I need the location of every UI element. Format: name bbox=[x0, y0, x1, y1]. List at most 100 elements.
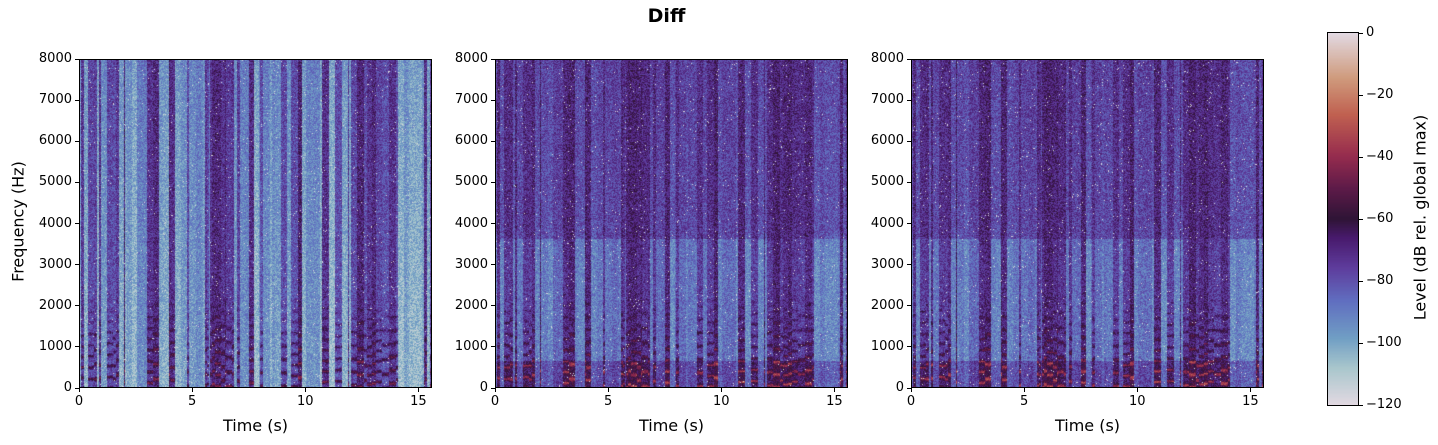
y-tick-label: 3000 bbox=[38, 256, 72, 272]
y-tick-label: 1000 bbox=[38, 338, 72, 354]
y-tick-label: 5000 bbox=[38, 174, 72, 190]
y-tick-label: 0 bbox=[479, 380, 488, 395]
x-tick-label: 15 bbox=[410, 394, 427, 409]
y-tick bbox=[907, 140, 911, 142]
y-tick bbox=[75, 223, 79, 224]
x-tick bbox=[910, 388, 912, 392]
y-tick-label: 2000 bbox=[454, 297, 488, 313]
x-tick bbox=[1023, 388, 1025, 392]
x-axis-label: Time (s) bbox=[1054, 416, 1121, 435]
colorbar bbox=[1328, 33, 1358, 405]
colorbar-tick-label: −40 bbox=[1366, 149, 1394, 164]
colorbar-tick-label: 0 bbox=[1366, 25, 1375, 40]
x-tick-label: 5 bbox=[188, 394, 197, 409]
y-tick-label: 8000 bbox=[38, 51, 72, 66]
x-tick bbox=[191, 388, 193, 392]
y-tick bbox=[75, 264, 79, 266]
y-tick bbox=[907, 99, 911, 101]
y-tick bbox=[907, 181, 911, 183]
x-tick-label: 15 bbox=[1242, 394, 1259, 409]
x-tick-label: 15 bbox=[826, 394, 843, 409]
x-tick bbox=[417, 388, 419, 392]
y-tick-label: 3000 bbox=[870, 256, 904, 272]
x-tick-label: 10 bbox=[713, 394, 730, 409]
x-tick bbox=[1136, 388, 1138, 392]
x-tick-label: 0 bbox=[490, 394, 500, 409]
y-tick bbox=[491, 58, 495, 60]
y-tick bbox=[75, 305, 79, 307]
colorbar-tick bbox=[1359, 404, 1363, 406]
y-tick bbox=[907, 305, 911, 307]
y-tick bbox=[907, 346, 911, 348]
spectrogram-image bbox=[911, 59, 1264, 388]
colorbar-label: Level (dB rel. global max) bbox=[1410, 114, 1430, 321]
colorbar-frame bbox=[1327, 32, 1359, 406]
y-tick-label: 6000 bbox=[870, 133, 904, 149]
x-tick-label: 0 bbox=[906, 394, 916, 409]
y-tick bbox=[491, 181, 495, 183]
x-tick-label: 10 bbox=[1129, 394, 1146, 409]
y-tick bbox=[491, 140, 495, 142]
y-tick bbox=[907, 223, 911, 224]
y-tick bbox=[75, 387, 79, 389]
x-tick-label: 0 bbox=[74, 394, 84, 409]
spectrogram-image bbox=[79, 59, 432, 388]
x-tick bbox=[607, 388, 609, 392]
x-tick-label: 5 bbox=[604, 394, 613, 409]
y-tick-label: 7000 bbox=[454, 92, 488, 108]
y-tick-label: 1000 bbox=[870, 338, 904, 354]
y-tick-label: 7000 bbox=[870, 92, 904, 108]
y-tick bbox=[907, 264, 911, 266]
y-axis-label: Frequency (Hz) bbox=[8, 161, 28, 282]
y-tick-label: 8000 bbox=[454, 51, 488, 66]
x-tick bbox=[78, 388, 80, 392]
x-tick bbox=[833, 388, 835, 392]
y-tick bbox=[491, 346, 495, 348]
y-tick-label: 7000 bbox=[38, 92, 72, 108]
colorbar-tick-label: −120 bbox=[1366, 397, 1402, 412]
spectrogram-panel-1 bbox=[79, 59, 432, 388]
colorbar-tick bbox=[1359, 342, 1363, 344]
colorbar-tick bbox=[1359, 32, 1363, 34]
x-tick-label: 10 bbox=[297, 394, 314, 409]
y-tick bbox=[491, 387, 495, 389]
y-tick bbox=[75, 140, 79, 142]
y-tick-label: 5000 bbox=[870, 174, 904, 190]
figure-title: Diff bbox=[647, 5, 686, 27]
y-tick-label: 5000 bbox=[454, 174, 488, 190]
colorbar-tick-label: −20 bbox=[1366, 87, 1394, 102]
y-tick bbox=[491, 223, 495, 224]
y-tick-label: 6000 bbox=[38, 133, 72, 149]
y-tick-label: 4000 bbox=[870, 215, 904, 231]
y-tick bbox=[75, 181, 79, 183]
colorbar-tick-label: −100 bbox=[1366, 335, 1402, 350]
colorbar-tick bbox=[1359, 156, 1363, 158]
y-tick bbox=[75, 58, 79, 60]
x-axis-label: Time (s) bbox=[222, 416, 289, 435]
y-tick bbox=[491, 264, 495, 266]
spectrogram-panel-3 bbox=[911, 59, 1264, 388]
spectrogram-panel-2 bbox=[495, 59, 848, 388]
x-tick-label: 5 bbox=[1020, 394, 1029, 409]
x-tick bbox=[1249, 388, 1251, 392]
y-tick-label: 0 bbox=[63, 380, 72, 395]
y-tick-label: 4000 bbox=[454, 215, 488, 231]
y-tick-label: 3000 bbox=[454, 256, 488, 272]
y-tick bbox=[491, 99, 495, 101]
y-tick bbox=[75, 99, 79, 101]
x-tick bbox=[720, 388, 722, 392]
y-tick bbox=[75, 346, 79, 348]
colorbar-tick bbox=[1359, 280, 1363, 282]
colorbar-tick bbox=[1359, 94, 1363, 96]
spectrogram-image bbox=[495, 59, 848, 388]
y-tick-label: 0 bbox=[895, 380, 904, 395]
y-tick-label: 8000 bbox=[870, 51, 904, 66]
y-tick bbox=[491, 305, 495, 307]
y-tick-label: 2000 bbox=[38, 297, 72, 313]
y-tick bbox=[907, 58, 911, 60]
colorbar-tick bbox=[1359, 218, 1363, 220]
colorbar-tick-label: −60 bbox=[1366, 211, 1394, 226]
y-tick bbox=[907, 387, 911, 389]
y-tick-label: 2000 bbox=[870, 297, 904, 313]
colorbar-tick-label: −80 bbox=[1366, 273, 1394, 288]
